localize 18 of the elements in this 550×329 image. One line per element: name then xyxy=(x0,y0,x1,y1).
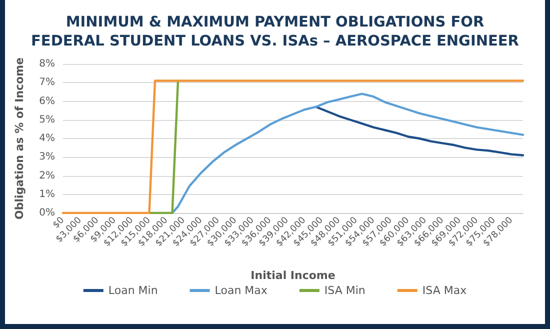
y-tick-label: 5% xyxy=(39,114,55,126)
y-tick-label: 3% xyxy=(39,152,55,163)
legend-label: ISA Min xyxy=(324,284,366,297)
y-tick-label: 7% xyxy=(39,77,55,88)
y-tick-label: 8% xyxy=(39,58,55,70)
y-tick-label: 6% xyxy=(39,96,55,107)
chart-title: MINIMUM & MAXIMUM PAYMENT OBLIGATIONS FOR FEDERAL STUDENT LOANS VS. ISAs – AEROSPACE ENGINEER xyxy=(31,14,519,50)
line-series xyxy=(171,92,524,214)
y-tick-label: 1% xyxy=(39,188,55,200)
y-tick-label: 2% xyxy=(39,170,55,182)
line-series xyxy=(314,106,524,156)
legend-label: Loan Max xyxy=(214,284,268,297)
y-tick-label: 4% xyxy=(39,133,55,144)
x-axis-title: Initial Income xyxy=(250,269,336,282)
legend-label: ISA Max xyxy=(422,284,468,297)
legend-label: Loan Min xyxy=(108,284,158,297)
y-axis-title: Obligation as % of Income xyxy=(13,57,26,220)
y-tick-label: 0% xyxy=(39,208,55,218)
